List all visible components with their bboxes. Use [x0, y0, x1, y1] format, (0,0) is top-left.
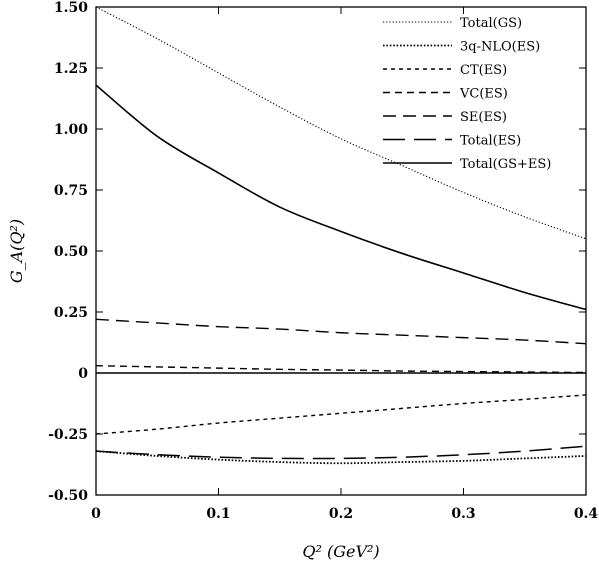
axis-ticks: 0 0.1 0.2 0.3 0.4 -0.50 -0.25 0 0.25 0.50 0.75 1.00…: [48, 0, 598, 522]
legend-label-3q-nlo-es: 3q-NLO(ES): [460, 40, 540, 55]
x-tick-label: 0.1: [206, 506, 230, 522]
y-tick-label: 1.50: [54, 0, 88, 16]
series-line-total-gs: [95, 6, 587, 240]
legend-label-total-gs: Total(GS): [460, 16, 522, 31]
y-tick-label: 0.50: [54, 244, 88, 260]
y-tick-label: 0.75: [54, 183, 88, 199]
y-tick-label: 0: [78, 366, 88, 382]
x-axis-title: Q² (GeV²): [302, 542, 379, 561]
y-tick-label: 1.00: [54, 122, 88, 138]
legend-label-ct-es: CT(ES): [460, 63, 507, 78]
series-line-3q-nlo-es: [95, 450, 587, 465]
legend-label-vc-es: VC(ES): [459, 87, 508, 102]
series-line-vc-es: [95, 364, 587, 374]
legend-label-total-es: Total(ES): [460, 134, 521, 149]
y-tick-label: 1.25: [54, 61, 88, 77]
legend-label-se-es: SE(ES): [460, 110, 507, 125]
y-axis-title: G_A(Q²): [7, 219, 26, 283]
y-tick-label: -0.50: [48, 488, 88, 504]
y-tick-label: 0.25: [54, 305, 88, 321]
x-tick-label: 0.3: [451, 506, 475, 522]
series-line-total-gs-es: [95, 84, 587, 311]
series-line-ct-es: [95, 394, 587, 435]
plot-border: [95, 6, 587, 496]
x-tick-label: 0: [91, 506, 101, 522]
plot-frame: [95, 6, 587, 496]
series-line-total-es: [95, 445, 587, 460]
y-tick-label: -0.25: [48, 427, 88, 443]
series-lines: [95, 6, 587, 465]
x-tick-label: 0.2: [329, 506, 353, 522]
x-tick-label: 0.4: [574, 506, 599, 522]
legend-label-total-gs-es: Total(GS+ES): [460, 157, 551, 172]
series-line-se-es: [95, 318, 587, 345]
legend: Total(GS) 3q-NLO(ES) CT(ES) VC(ES) SE(ES) Tot…: [383, 16, 551, 172]
